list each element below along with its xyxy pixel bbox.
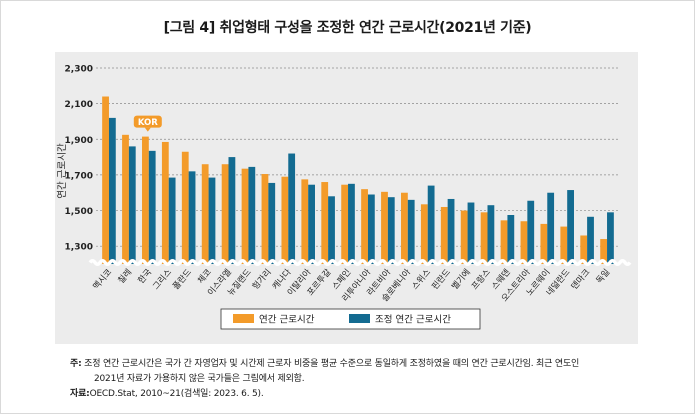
bar (301, 179, 309, 264)
bar (587, 216, 594, 264)
y-tick-label: 2,100 (65, 100, 93, 110)
bar (221, 164, 229, 264)
bar (348, 183, 355, 264)
x-tick-label: 헝가리 (251, 268, 274, 292)
x-tick-label: 벨기에 (449, 267, 473, 292)
bar (547, 192, 555, 264)
bar (507, 215, 515, 264)
note-label: 주: (70, 359, 82, 369)
figure-notes: 주: 조정 연간 근로시간은 국가 간 자영업자 및 시간제 근로자 비중을 평… (70, 357, 670, 402)
y-tick-label: 1,700 (65, 171, 93, 181)
bar (288, 153, 296, 264)
bar (600, 239, 608, 264)
bar (567, 190, 574, 264)
bar (188, 171, 196, 264)
bar (607, 212, 614, 264)
x-tick-label: 프랑스 (469, 267, 493, 292)
bar (102, 96, 109, 264)
figure-title: [그림 4] 취업형태 구성을 조정한 연간 근로시간(2021년 기준) (163, 20, 532, 36)
x-tick-label: 핀란드 (429, 267, 453, 292)
bar (108, 117, 116, 265)
bar (560, 226, 568, 264)
note-line-1: 주: 조정 연간 근로시간은 국가 간 자영업자 및 시간제 근로자 비중을 평… (70, 357, 670, 372)
legend-swatch (233, 314, 254, 323)
bar (440, 206, 448, 264)
bar (122, 134, 129, 264)
bar (361, 189, 368, 264)
y-tick-label: 2,300 (65, 65, 93, 75)
bar (467, 202, 475, 264)
bar (208, 177, 216, 264)
bar (447, 198, 455, 264)
x-tick-label: 스위스 (410, 267, 433, 292)
x-tick-label: 칠레 (116, 268, 134, 286)
bar (540, 223, 548, 264)
y-tick-label: 1,900 (65, 136, 93, 146)
bar (261, 174, 269, 264)
bar (500, 220, 508, 264)
x-tick-label: 그리스 (151, 267, 174, 292)
legend-label: 연간 근로시간 (259, 315, 315, 326)
bar (241, 168, 249, 264)
x-tick-label: 덴마크 (570, 267, 593, 292)
bar (460, 210, 468, 264)
callout-pointer (144, 127, 151, 132)
bar (168, 177, 176, 264)
x-tick-label: 체코 (195, 267, 214, 286)
bar (148, 150, 156, 264)
bar (420, 204, 428, 264)
bar (281, 176, 289, 264)
bar (321, 182, 329, 264)
bar (520, 221, 528, 264)
note-text-1: 조정 연간 근로시간은 국가 간 자영업자 및 시간제 근로자 비중을 평균 수… (84, 359, 580, 369)
bar (341, 184, 349, 264)
bar (228, 157, 236, 264)
bar (128, 146, 136, 264)
bar (201, 164, 209, 264)
bar (480, 212, 488, 264)
bar (381, 191, 388, 264)
callout-badge (133, 115, 162, 128)
bar (268, 182, 276, 264)
bar (308, 184, 315, 264)
source-text: OECD.Stat, 2010~21(검색일: 2023. 6. 5). (89, 389, 264, 399)
bar (580, 235, 588, 264)
bar (328, 196, 335, 264)
y-tick-label: 1,500 (65, 207, 93, 217)
callout-label: KOR (138, 118, 158, 128)
bar (407, 199, 415, 264)
source-label: 자료: (70, 389, 90, 399)
legend-label: 조정 연간 근로시간 (375, 315, 451, 326)
y-axis-title: 연간 근로시간 (57, 143, 68, 199)
bar (248, 166, 256, 264)
bar (401, 192, 408, 264)
x-tick-label: 폴란드 (170, 267, 194, 292)
bar (142, 136, 149, 264)
y-tick-label: 1,300 (65, 243, 93, 253)
x-tick-label: 한국 (136, 267, 154, 286)
bar (387, 197, 395, 264)
note-line-2: 2021년 자료가 가용하지 않은 국가들은 그림에서 제외함. (94, 374, 305, 384)
bar (487, 205, 495, 264)
x-tick-label: 멕시코 (91, 267, 115, 292)
bar (427, 185, 435, 264)
axis-break-wave (88, 259, 632, 266)
bar (367, 194, 375, 264)
bar (161, 141, 169, 264)
bar (181, 151, 189, 264)
source-line: 자료:OECD.Stat, 2010~21(검색일: 2023. 6. 5). (70, 387, 670, 402)
legend-swatch (349, 314, 370, 323)
bar (527, 200, 535, 264)
x-tick-label: 독일 (595, 268, 613, 286)
